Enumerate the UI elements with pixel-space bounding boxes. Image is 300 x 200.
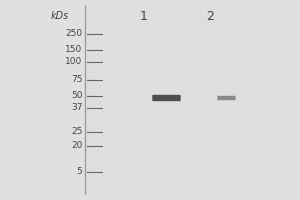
Text: 37: 37: [71, 104, 82, 112]
Text: 75: 75: [71, 75, 82, 84]
Text: 250: 250: [65, 29, 83, 38]
FancyBboxPatch shape: [152, 95, 181, 101]
Text: 150: 150: [65, 46, 82, 54]
FancyBboxPatch shape: [218, 96, 236, 100]
Text: kDs: kDs: [51, 11, 69, 21]
Text: 25: 25: [71, 128, 82, 136]
Bar: [84, 6, 285, 194]
Text: 20: 20: [71, 142, 82, 150]
Text: 50: 50: [71, 92, 82, 100]
Text: 100: 100: [65, 58, 82, 66]
Text: 2: 2: [206, 9, 214, 22]
Text: 5: 5: [77, 168, 82, 176]
Text: 1: 1: [140, 9, 148, 22]
